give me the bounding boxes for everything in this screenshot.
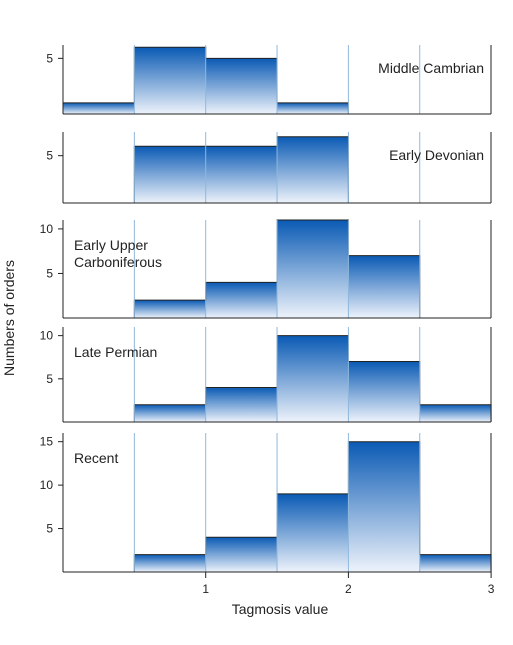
x-axis-title: Tagmosis value (232, 601, 329, 617)
histogram-outline-panel-5 (133, 441, 492, 572)
x-tick-label-2: 2 (345, 582, 352, 596)
bar-panel-5-bin-2 (134, 554, 206, 572)
bar-panel-3-bin-4 (277, 220, 349, 318)
panel-label-2: Early Devonian (389, 147, 484, 163)
bar-panel-3-bin-5 (348, 255, 420, 318)
y-tick-label-panel-3-2: 10 (40, 222, 54, 236)
panel-label-1: Middle Cambrian (378, 60, 484, 76)
y-tick-label-panel-3-1: 5 (46, 266, 53, 280)
bar-panel-2-bin-2 (134, 146, 206, 203)
panel-label-3: Early Upper Carboniferous (74, 237, 162, 270)
bar-panel-4-bin-4 (277, 335, 349, 422)
bar-panel-5-bin-4 (277, 493, 349, 572)
bar-panel-5-bin-3 (205, 537, 278, 572)
y-tick-label-panel-2-1: 5 (46, 149, 53, 163)
bar-panel-2-bin-3 (205, 146, 278, 203)
y-tick-label-panel-5-2: 10 (40, 478, 54, 492)
panel-label-4: Late Permian (74, 344, 157, 360)
y-tick-label-panel-1-1: 5 (46, 51, 53, 65)
bar-panel-3-bin-2 (134, 300, 206, 318)
x-tick-label-1: 1 (202, 582, 209, 596)
y-tick-label-panel-5-3: 15 (40, 435, 54, 449)
y-tick-label-panel-5-1: 5 (46, 522, 53, 536)
bar-panel-2-bin-4 (277, 136, 349, 203)
bar-panel-4-bin-6 (419, 404, 492, 422)
x-tick-label-3: 3 (488, 582, 495, 596)
y-tick-label-panel-4-2: 10 (40, 329, 54, 343)
bar-panel-1-bin-3 (205, 58, 278, 114)
bar-panel-4-bin-2 (134, 404, 206, 422)
panel-1: 5 Middle Cambrian (46, 45, 492, 115)
bar-panel-1-bin-4 (277, 102, 349, 114)
y-axis-title: Numbers of orders (1, 260, 17, 376)
panel-3: 5 10 Early Upper Carboniferous (40, 219, 492, 319)
panel-5: 5 10 15 Recent (40, 433, 492, 573)
bar-panel-4-bin-3 (205, 387, 278, 422)
x-axis: 1 2 3 (202, 572, 495, 596)
bar-panel-3-bin-3 (205, 282, 278, 318)
bar-panel-1-bin-2 (134, 47, 206, 114)
bar-panel-5-bin-6 (419, 554, 492, 572)
y-tick-label-panel-4-1: 5 (46, 372, 53, 386)
bar-panel-1-bin-1 (63, 102, 135, 114)
panel-4: 5 10 Late Permian (40, 327, 492, 423)
bar-panel-5-bin-5 (348, 441, 420, 572)
bar-panel-4-bin-5 (348, 361, 420, 422)
histogram-outline-panel-4 (133, 335, 492, 422)
panel-2: 5 Early Devonian (46, 132, 492, 204)
panel-label-5: Recent (74, 450, 118, 466)
